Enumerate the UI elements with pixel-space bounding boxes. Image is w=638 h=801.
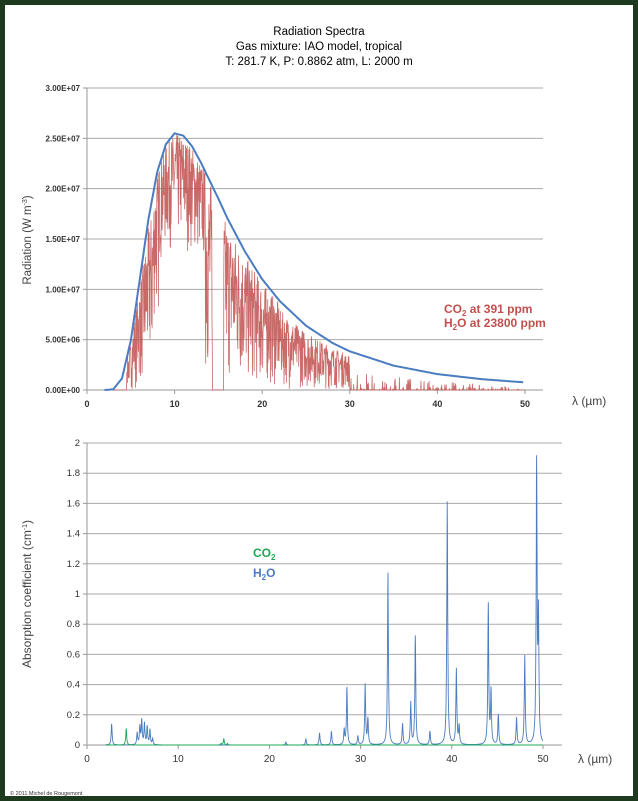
x-tick-label: 20 [264,754,276,765]
emitted-spectrum-line [104,134,525,392]
annotation-co2: CO2 at 391 ppm [444,302,532,318]
y-tick-label: 1.50E+07 [46,235,81,244]
bottom-y-axis-label: Absorption coefficient (cm-1) [20,520,34,668]
y-tick-label: 0.2 [67,710,80,721]
y-tick-label: 0.00E+00 [46,386,81,395]
y-tick-label: 1 [75,589,80,600]
x-tick-label: 50 [520,399,530,409]
x-tick-label: 10 [170,399,180,409]
y-tick-label: 0.8 [67,619,80,630]
blackbody-curve [104,132,524,391]
copyright-footer: © 2011 Michel de Rougemont [10,790,83,797]
h2o-absorption-line [105,455,544,746]
y-tick-label: 1.00E+07 [46,285,81,294]
chart-title: Radiation Spectra [273,26,365,38]
x-tick-label: 30 [345,399,355,409]
y-tick-label: 0.6 [67,649,80,660]
absorption-chart: 00.20.40.60.811.21.41.61.820 10 20 30 40 50 [67,438,562,765]
x-tick-label: 0 [84,754,90,765]
x-tick-label: 20 [257,399,267,409]
chart-subtitle-2: T: 281.7 K, P: 0.8862 atm, L: 2000 m [225,56,412,68]
y-tick-label: 2.00E+07 [46,185,81,194]
x-tick-label: 10 [173,754,185,765]
gas-annotation: CO2 at 391 ppm H2O at 23800 ppm [444,302,546,332]
legend-co2: CO2 [253,546,276,562]
annotation-h2o: H2O at 23800 ppm [444,316,546,332]
y-tick-label: 1.6 [67,498,80,509]
y-tick-label: 1.2 [67,559,80,570]
bottom-x-axis-label: λ (µm) [578,752,612,766]
x-tick-label: 0 [84,399,89,409]
y-tick-label: 3.00E+07 [46,84,81,93]
x-tick-label: 30 [355,754,367,765]
x-tick-label: 40 [432,399,442,409]
chart-subtitle-1: Gas mixture: IAO model, tropical [236,41,402,53]
radiation-chart: 0.00E+00 5.00E+06 1.00E+07 1.50E+07 2.00E+07… [46,84,543,409]
x-tick-label: 50 [537,754,549,765]
y-tick-label: 0.4 [67,680,80,691]
y-tick-label: 0 [75,740,80,751]
top-y-axis-label: Radiation (W m-3) [22,195,34,284]
y-tick-label: 1.4 [67,529,80,540]
y-tick-label: 2.50E+07 [46,134,81,143]
co2-absorption-line [105,728,543,746]
legend: CO2 H2O [253,546,276,582]
y-tick-label: 2 [75,438,80,449]
y-tick-label: 1.8 [67,468,80,479]
legend-h2o: H2O [253,566,275,582]
x-tick-label: 40 [446,754,458,765]
top-x-axis-label: λ (µm) [572,394,606,408]
y-tick-label: 5.00E+06 [46,336,81,345]
